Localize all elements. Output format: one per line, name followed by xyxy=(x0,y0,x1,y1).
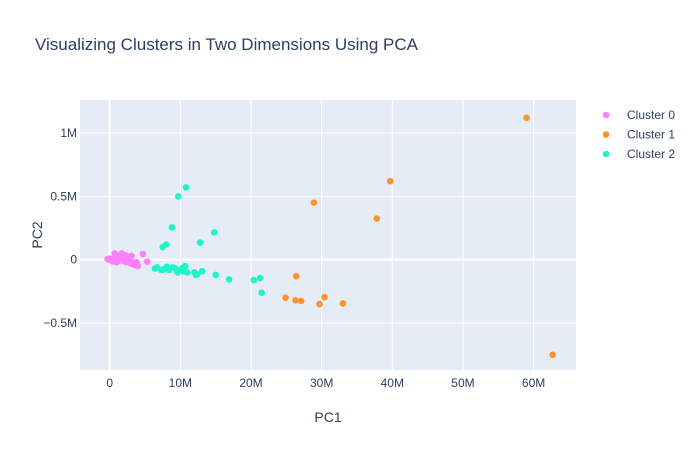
cluster-2-point-29 xyxy=(192,271,200,279)
x-axis-title: PC1 xyxy=(314,409,341,425)
legend-marker-cluster-1 xyxy=(602,131,610,138)
cluster-1-point-10 xyxy=(321,293,328,301)
cluster-1-point-7 xyxy=(292,296,299,304)
x-tick-label-3: 30M xyxy=(310,376,333,390)
cluster-2-point-23 xyxy=(212,271,219,279)
x-tick-label-6: 60M xyxy=(522,376,545,390)
legend-label-cluster-2: Cluster 2 xyxy=(627,147,675,161)
cluster-1-point-3 xyxy=(310,199,318,206)
y-axis-title: PC2 xyxy=(29,221,45,248)
plot-area xyxy=(80,100,576,370)
y-tick-label-2: 0.5M xyxy=(50,189,77,203)
cluster-2-point-3 xyxy=(210,229,218,236)
cluster-1-point-1 xyxy=(386,177,394,185)
cluster-0-point-28 xyxy=(109,257,116,265)
cluster-0-point-29 xyxy=(121,255,128,263)
cluster-1-point-5 xyxy=(549,351,556,359)
cluster-1-point-2 xyxy=(373,215,381,222)
cluster-0-point-24 xyxy=(134,262,142,270)
cluster-2-point-22 xyxy=(198,267,206,275)
cluster-0-point-27 xyxy=(114,257,122,265)
cluster-2-point-28 xyxy=(179,267,187,275)
x-tick-label-5: 50M xyxy=(451,376,474,390)
cluster-2-point-27 xyxy=(258,289,265,296)
x-tick-label-1: 10M xyxy=(169,376,192,390)
legend-marker-cluster-2 xyxy=(602,150,610,158)
cluster-0-point-25 xyxy=(139,250,147,258)
legend-label-cluster-1: Cluster 1 xyxy=(627,128,675,142)
cluster-2-point-6 xyxy=(159,243,166,251)
legend: Cluster 0 Cluster 1 Cluster 2 xyxy=(602,108,675,161)
cluster-0-point-26 xyxy=(143,258,151,265)
axis-ticks: 0 10M 20M 30M 40M 50M 60M −0.5M 0 0.5M 1M xyxy=(43,126,545,390)
cluster-1-point-4 xyxy=(292,272,300,280)
grid xyxy=(80,100,576,370)
x-tick-label-2: 20M xyxy=(239,376,262,390)
legend-label-cluster-0: Cluster 0 xyxy=(627,108,675,122)
cluster-2-point-4 xyxy=(196,239,204,246)
cluster-2-point-0 xyxy=(182,184,190,191)
legend-marker-cluster-0 xyxy=(602,111,610,119)
chart-title: Visualizing Clusters in Two Dimensions U… xyxy=(35,35,419,54)
cluster-1-point-9 xyxy=(316,300,323,308)
cluster-2-point-2 xyxy=(168,224,176,231)
y-tick-label-1: 0 xyxy=(70,253,77,267)
cluster-1-point-11 xyxy=(339,300,347,307)
cluster-1-point-6 xyxy=(282,294,289,302)
cluster-2-point-26 xyxy=(256,274,264,282)
cluster-2-point-24 xyxy=(225,276,233,283)
cluster-0-point-20 xyxy=(128,252,135,260)
y-tick-label-0: −0.5M xyxy=(43,316,77,330)
cluster-1-point-0 xyxy=(523,114,530,122)
x-tick-label-4: 40M xyxy=(381,376,404,390)
cluster-2-point-18 xyxy=(181,262,189,270)
cluster-2-point-25 xyxy=(250,276,258,284)
cluster-1-point-8 xyxy=(297,297,305,305)
x-tick-label-0: 0 xyxy=(106,376,113,390)
data-points xyxy=(104,114,556,359)
y-tick-label-3: 1M xyxy=(60,126,77,140)
cluster-2-point-1 xyxy=(174,193,182,200)
